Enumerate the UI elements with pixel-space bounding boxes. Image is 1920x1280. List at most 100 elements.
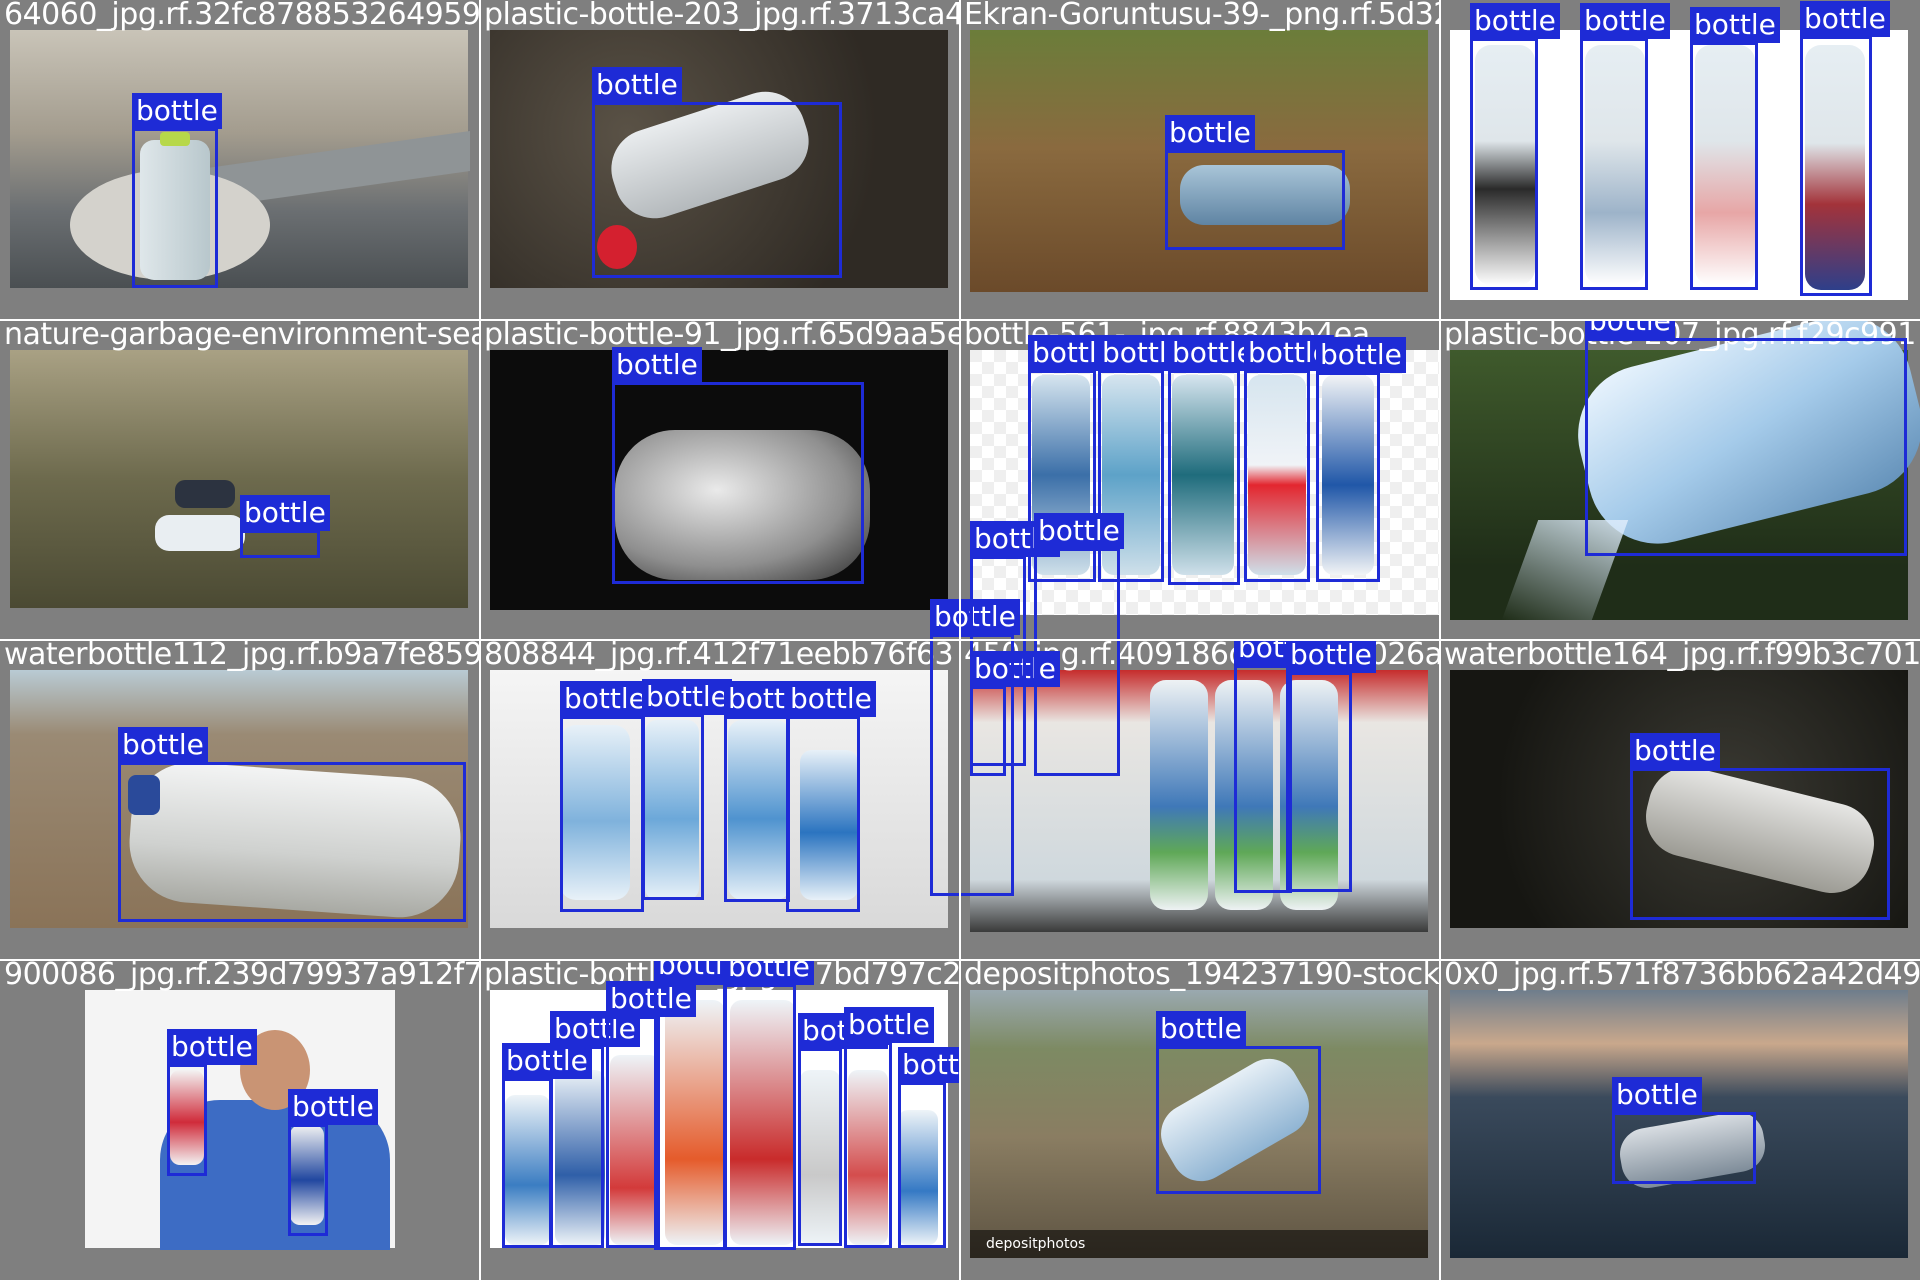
bottle-shape [800,1070,840,1245]
litter-can [175,480,235,508]
bottle-smartwater [1322,375,1374,575]
tile-15: depositphotos depositphotos_194237190-st… [960,960,1440,1280]
tile-6: plastic-bottle-91_jpg.rf.65d9aa5ea bottl… [480,320,960,640]
tile-title: plastic-bottle-203_jpg.rf.3713ca4f608a60 [484,0,960,32]
tile-title: waterbottle164_jpg.rf.f99b3c701f8 [1444,640,1920,672]
bbox: bottle [642,679,732,900]
litter-bottle [155,515,245,551]
photo-grass [10,350,468,608]
tile-title: Ekran-Goruntusu-39-_png.rf.5d32 [964,0,1440,32]
bottle-shape [665,1000,725,1245]
bbox-label: bottle [1470,3,1560,39]
bbox-overflow: bottle [930,599,1020,896]
bbox: bottle [1580,3,1670,290]
bbox-overflow: bottle [1034,513,1124,776]
bottle-shape [848,1070,888,1245]
bottle-cap [597,225,637,269]
tile-title: plastic-bottle-91_jpg.rf.65d9aa5ea [484,320,960,352]
tile-title: nature-garbage-environment-seas [4,320,480,352]
watermark-bar [970,1230,1428,1258]
bottle-shape [560,725,630,900]
tile-title: 900086_jpg.rf.239d79937a912f7e [4,960,480,992]
bottle-cap [160,132,190,146]
bbox-label: bottle [930,599,1020,635]
bbox-label: bottle [1156,1011,1246,1047]
bbox-label: bottle [970,651,1060,687]
bbox-label: bottle [240,495,330,531]
tile-title: plastic-bottle-207_jpg.rf.f29c991 [1444,320,1916,352]
tile-14: plastic-bottles-1_jpg.rf.7bd797c2 bottle… [480,960,960,1280]
tile-10: bottle bottle bottle bottle [480,640,960,960]
bbox-label: bottle [606,981,696,1017]
bottle-blue [290,1125,324,1225]
tile-16: 0x0_jpg.rf.571f8736bb62a42d495 bottle [1440,960,1920,1280]
bbox: bottle [240,495,330,558]
tile-4: bottle bottle bottle bottle [1440,0,1920,320]
tile-title: 64060_jpg.rf.32fc8788532649599ba802b3c72 [4,0,480,32]
bottle-shape [645,720,699,900]
divider [0,639,1920,641]
tile-title: waterbottle112_jpg.rf.b9a7fe85976 [4,640,480,672]
bbox-label: bottle [1630,733,1720,769]
bottle-shape [1805,45,1865,290]
divider [0,959,1920,961]
bbox-label: bottle [550,1011,640,1047]
bbox-overflow: bottle [970,521,1060,766]
bbox-label: bottle [1580,3,1670,39]
bbox: bottle [1470,3,1560,290]
bottle-shape [555,1070,605,1245]
bbox-label: bottle [1800,1,1890,37]
bbox-label: bottle [118,727,208,763]
bottle-cap [128,775,160,815]
bbox-label: bottle [592,67,682,103]
bottle-shape [730,1000,796,1245]
bbox: bottle [724,681,814,902]
bbox: bottle [1165,115,1345,250]
tile-9: waterbottle112_jpg.rf.b9a7fe85976 bottle [0,640,480,960]
bottle-nestle [1172,375,1234,575]
bbox: bottle [654,960,744,1250]
bottle-shape [800,750,858,900]
bottle-shape [898,1110,938,1245]
bbox: bottle [1244,335,1334,582]
bbox: bottle [132,93,222,288]
bbox: bottle [560,681,650,912]
bbox: bottle [724,960,814,1250]
bottle-shape [1475,45,1535,285]
bbox: bottle [550,1011,640,1248]
bbox: bottle [798,1013,888,1246]
bbox-label: bottle [898,1047,960,1083]
tile-title: 808844_jpg.rf.412f71eebb76f63 [484,637,954,672]
bbox-label: bottle [167,1029,257,1065]
bbox-label: bottle [560,681,650,717]
bbox: bottle [612,347,864,584]
bbox: bottle [1585,320,1907,556]
bottle-shape [1585,45,1645,285]
bbox-label: bottle [724,960,814,985]
bottle-shape [610,1055,660,1245]
tile-8: plastic-bottle-207_jpg.rf.f29c991 bottle [1440,320,1920,640]
bottle-shape [140,140,210,280]
bbox: bottle [1690,7,1780,290]
bbox-label: bottle [1165,115,1255,151]
bbox-label: bottle [1612,1077,1702,1113]
bbox: bottle [898,1047,960,1248]
bbox-label: bottle [1316,337,1406,373]
tile-title: depositphotos_194237190-stock-photo [964,960,1440,992]
bottle-shape [615,430,870,580]
bbox-label: bottle [288,1089,378,1125]
bottle-red [170,1070,204,1165]
tile-7: bottle bottle bottle bottle bottle [960,320,1440,640]
bbox-label: bottle [642,679,732,715]
bbox-label: bottle [786,681,876,717]
bottle-shape [505,1095,550,1245]
bottle-evian [1248,375,1306,575]
bbox: bottle [118,727,466,922]
tile-3: Ekran-Goruntusu-39-_png.rf.5d32 bottle [960,0,1440,320]
bottle-shape [1215,680,1273,910]
bbox: bottle [167,1029,257,1176]
bbox: bottle [844,1007,934,1248]
bottle-shape [1180,165,1350,225]
bbox: bottle [1630,733,1890,920]
